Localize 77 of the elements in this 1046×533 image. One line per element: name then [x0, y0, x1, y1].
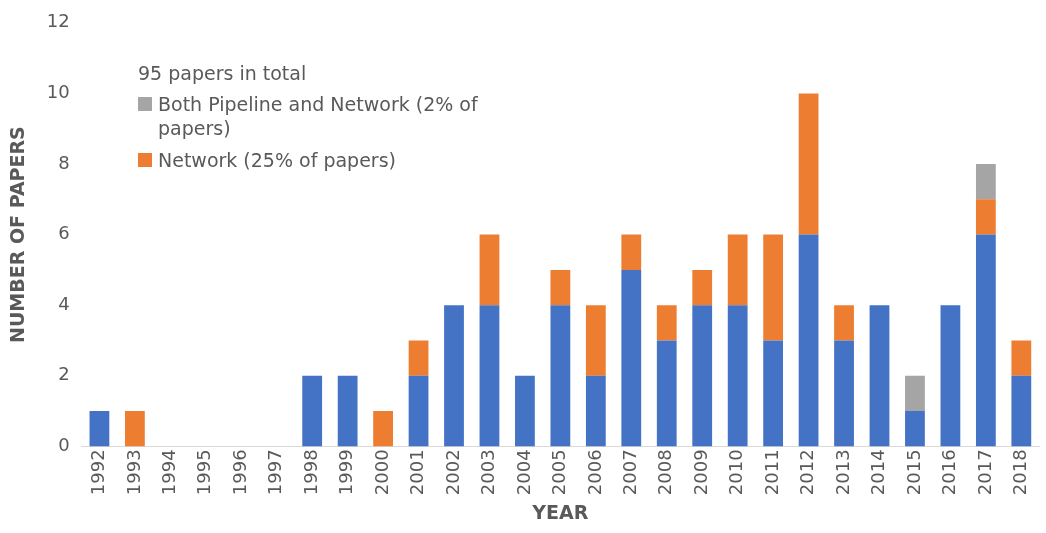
x-tick-label: 2012 [796, 449, 818, 496]
bar [444, 305, 464, 447]
x-tick-label: 2002 [441, 449, 463, 496]
legend-label: Both Pipeline and Network (2% of papers) [158, 92, 479, 140]
x-tick-label: 2014 [867, 449, 889, 496]
y-tick-label: 12 [46, 10, 70, 32]
bar [692, 305, 713, 447]
bar [975, 234, 996, 447]
x-tick-label: 2000 [370, 449, 392, 496]
y-tick-label: 8 [58, 151, 70, 173]
x-tick-label: 1992 [87, 449, 109, 496]
bar [656, 305, 677, 341]
y-tick-label: 0 [58, 434, 70, 456]
legend-label: Network (25% of papers) [158, 148, 396, 172]
y-tick-label: 6 [58, 222, 70, 244]
bar [975, 199, 996, 235]
bar [550, 269, 571, 306]
x-tick-label: 1997 [264, 449, 286, 496]
bar [337, 375, 358, 447]
x-axis-title: YEAR [531, 500, 589, 523]
x-tick-label: 2013 [831, 449, 853, 496]
x-tick-label: 2005 [548, 449, 570, 496]
x-tick-label: 2007 [618, 449, 640, 496]
bar [727, 305, 748, 447]
bar [834, 305, 854, 341]
bar [905, 411, 925, 447]
bar [479, 234, 500, 306]
x-tick-label: 2016 [938, 449, 960, 496]
bar [763, 340, 784, 447]
bar [585, 375, 606, 447]
x-tick-label: 2001 [406, 449, 428, 496]
x-tick-label: 2011 [760, 449, 782, 496]
x-tick-label: 2017 [973, 449, 995, 496]
x-tick-label: 2004 [512, 449, 534, 496]
bar [1011, 340, 1032, 376]
bar [727, 234, 748, 306]
bar [1011, 375, 1032, 447]
bar [798, 234, 819, 447]
bar [408, 375, 429, 447]
bar [302, 375, 323, 447]
x-tick-label: 2015 [902, 449, 924, 496]
bar [621, 269, 642, 447]
bar [940, 305, 961, 447]
x-tick-label: 1995 [193, 449, 215, 496]
bar [763, 234, 784, 341]
x-tick-label: 2008 [654, 449, 676, 496]
x-tick-label: 1996 [228, 449, 250, 496]
bar [621, 234, 642, 270]
bar [125, 411, 145, 447]
bar [89, 411, 110, 447]
bar [515, 375, 535, 447]
legend-title: 95 papers in total [138, 62, 308, 84]
bar [692, 269, 713, 306]
bar [834, 340, 854, 447]
bar [975, 164, 996, 200]
y-tick-label: 10 [46, 81, 70, 103]
y-tick-label: 2 [58, 363, 70, 385]
bar [550, 305, 571, 447]
x-tick-label: 1998 [299, 449, 321, 496]
x-tick-label: 1993 [122, 449, 144, 496]
x-tick-label: 2006 [583, 449, 605, 496]
bar [373, 411, 393, 447]
x-tick-label: 1999 [335, 449, 357, 496]
bar [408, 340, 429, 376]
y-axis-title: NUMBER OF PAPERS [6, 126, 29, 343]
x-tick-label: 2010 [725, 449, 747, 496]
y-tick-label: 4 [58, 292, 70, 314]
bar [656, 340, 677, 447]
bar [585, 305, 606, 376]
bar [479, 305, 500, 447]
bar [869, 305, 890, 447]
bar [905, 375, 925, 412]
x-tick-label: 2018 [1009, 449, 1030, 496]
x-tick-label: 1994 [158, 449, 180, 496]
x-tick-label: 2003 [477, 449, 499, 496]
bar [798, 93, 819, 235]
x-tick-label: 2009 [689, 449, 711, 496]
